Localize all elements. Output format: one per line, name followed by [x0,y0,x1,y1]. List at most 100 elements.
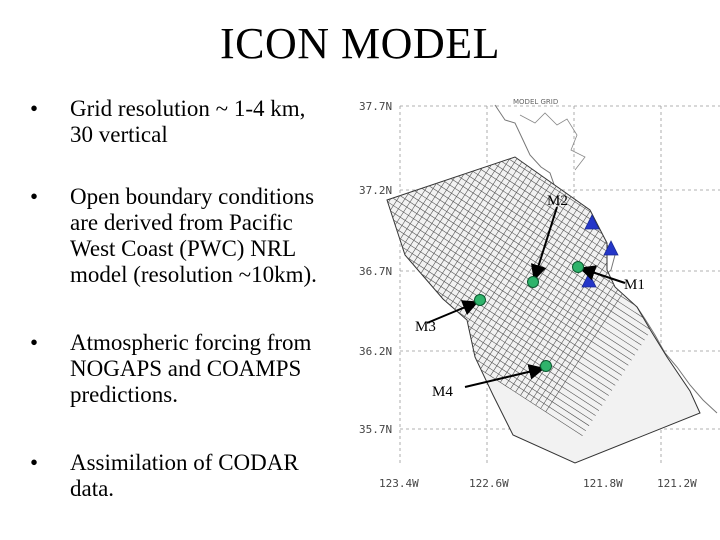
grid-line [530,157,700,403]
grid-line [394,157,700,314]
graticule [399,105,720,465]
grid-line [515,157,700,393]
arrow-m3 [426,300,479,324]
grid-line [387,157,603,406]
bullet-text: Open boundary conditions are derived fro… [70,184,317,287]
grid-line [387,157,700,175]
grid-line [525,157,700,399]
grid-line [387,157,619,381]
grid-line [387,157,622,376]
grid-line [387,157,662,316]
map-header: MODEL GRID [513,98,558,106]
grid-line [419,157,700,331]
grid-line [387,157,626,371]
lat-label: 37.7N [359,100,392,113]
moorings [474,261,584,372]
grid-line [495,157,700,380]
grid-line [540,157,700,409]
grid-line [444,157,700,347]
lon-label: 123.4W [379,477,419,490]
lon-label: 122.6W [469,477,509,490]
mooring-m1-marker [572,261,584,273]
grid-line [387,157,678,291]
codar-site-triangle [584,214,600,230]
grid-line [387,157,629,366]
model-grid-figure: 37.7N 37.2N 36.7N 36.2N 35.7N 123.4W 122… [359,98,720,490]
bullet-marker: • [30,96,39,121]
lat-label: 37.2N [359,184,392,197]
grid-line [520,157,700,396]
grid-line [404,157,700,321]
grid-line [535,157,700,406]
grid-line [387,157,583,437]
grid-line [387,157,593,421]
grid-line [454,157,700,354]
grid-line [389,157,700,311]
bullet-marker: • [30,184,39,209]
grid-line [424,157,700,334]
mooring-label-m1: M1 [624,277,645,293]
grid-line [387,157,596,416]
grid-line [409,157,700,324]
grid-line [505,157,700,386]
arrow-m2 [530,206,558,281]
mooring-label-m2: M2 [547,193,568,209]
grid-line [387,157,692,295]
grid-line [387,157,600,411]
grid-line [387,157,665,311]
mooring-label-m3: M3 [415,319,436,335]
mooring-label-m4: M4 [432,384,453,400]
grid-line [387,157,636,356]
grid-line [490,157,700,377]
grid-line [434,157,700,341]
grid-line [449,157,700,350]
lat-label: 36.2N [359,345,392,358]
bullet-marker: • [30,330,39,355]
mooring-m4-marker [540,360,552,372]
grid-line [510,157,700,390]
bullet-marker: • [30,450,39,475]
bullet-text: Atmospheric forcing from NOGAPS and COAM… [70,330,312,407]
grid-line [387,157,687,292]
arrow-m4 [464,363,545,388]
grid-line [387,157,682,288]
grid-line [387,157,587,431]
grid-line [387,157,677,285]
bullet-text: Grid resolution ~ 1-4 km, 30 vertical [70,96,306,147]
grid-line [387,157,668,306]
bay-outline [519,112,586,171]
grid-line [464,157,700,360]
grid-line [387,157,700,308]
grid-line [387,157,632,361]
grid-line [459,157,700,357]
grid-line [500,157,700,383]
grid-line [545,157,700,412]
mooring-m3-marker [474,294,486,306]
grid-line [387,157,616,386]
grid-line [485,157,700,373]
grid-line [387,157,700,180]
codar-site-triangle [603,240,619,256]
grid-line [387,157,700,301]
grid-line [439,157,700,344]
grid-line [387,157,681,286]
grid-line [399,157,700,318]
grid-line [429,157,700,337]
lat-label: 35.7N [359,423,392,436]
bullet-text: Assimilation of CODAR data. [70,450,299,501]
grid-line [387,157,613,391]
lat-label: 36.7N [359,265,392,278]
mooring-m2-marker [527,276,539,288]
grid-line [387,157,606,401]
grid-line [387,157,700,305]
slide-title: ICON MODEL [220,19,500,68]
model-grid-map: 37.7N 37.2N 36.7N 36.2N 35.7N 123.4W 122… [345,95,720,500]
mooring-arrows [426,206,626,388]
grid-line [469,157,700,363]
grid-line [387,157,639,351]
grid-line [387,157,697,298]
lon-label: 121.8W [583,477,623,490]
arrow-m1 [579,265,626,284]
grid-line [387,157,672,282]
grid-line [387,157,590,426]
